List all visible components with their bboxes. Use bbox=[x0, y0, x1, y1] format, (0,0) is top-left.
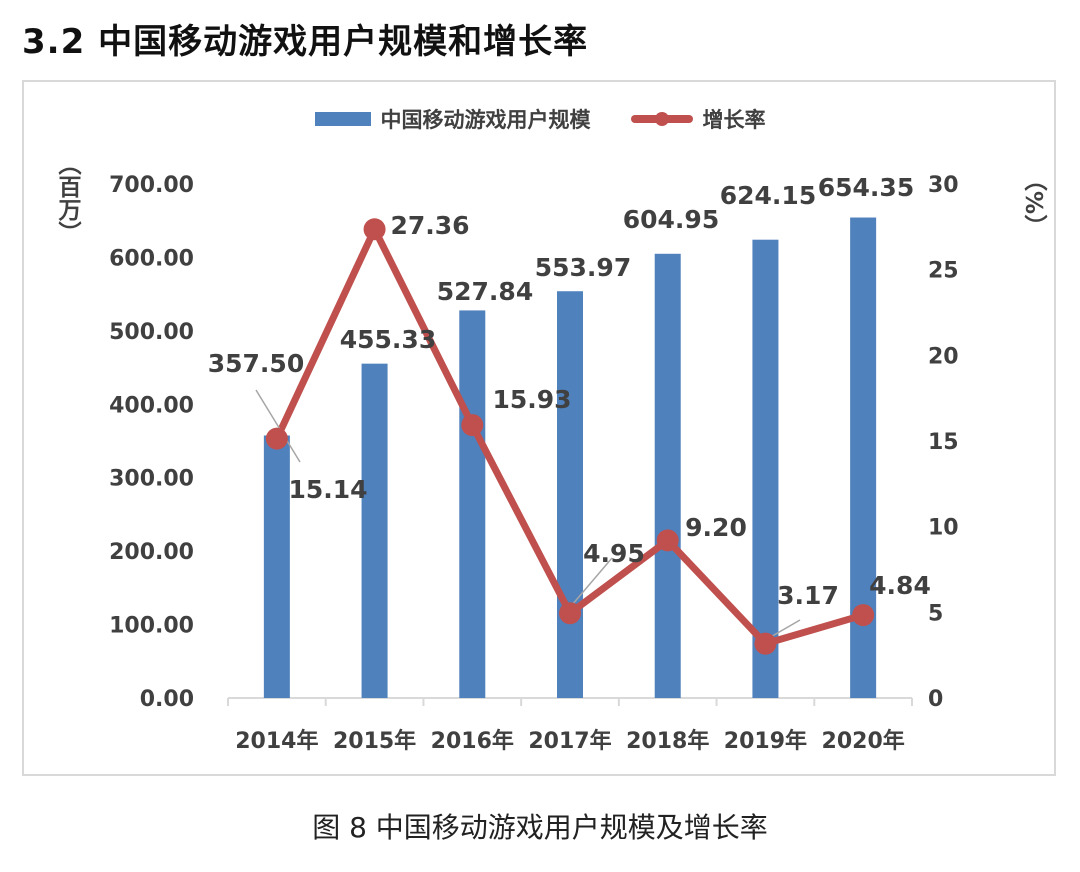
bar-value-label: 553.97 bbox=[535, 253, 631, 282]
y-right-tick-label: 0 bbox=[928, 687, 943, 712]
bar bbox=[557, 291, 583, 698]
bar-value-label: 455.33 bbox=[340, 325, 436, 354]
y-left-tick-label: 500.00 bbox=[109, 320, 194, 345]
bar bbox=[361, 363, 388, 698]
y-left-tick-label: 0.00 bbox=[140, 687, 194, 712]
bar-value-label: 357.50 bbox=[208, 349, 304, 378]
growth-value-label: 15.93 bbox=[492, 385, 571, 414]
bar-value-label: 624.15 bbox=[720, 181, 816, 210]
y-left-tick-label: 600.00 bbox=[109, 246, 194, 271]
y-right-tick-label: 30 bbox=[928, 173, 959, 198]
legend-line-label: 增长率 bbox=[702, 108, 766, 132]
growth-value-label: 9.20 bbox=[685, 513, 747, 542]
y-right-unit-label: （%） bbox=[1020, 168, 1046, 238]
x-tick-label: 2019年 bbox=[724, 728, 807, 754]
bar bbox=[459, 310, 486, 698]
x-tick-label: 2016年 bbox=[431, 728, 514, 754]
y-left-unit-label: （百万） bbox=[54, 152, 80, 244]
x-tick-label: 2017年 bbox=[528, 728, 611, 754]
growth-marker bbox=[363, 218, 386, 241]
y-left-tick-label: 700.00 bbox=[109, 173, 194, 198]
growth-marker bbox=[852, 604, 875, 627]
bar-value-label: 527.84 bbox=[437, 277, 533, 306]
section-heading: 3.2 中国移动游戏用户规模和增长率 bbox=[22, 22, 589, 62]
bar bbox=[654, 253, 681, 698]
y-right-tick-label: 20 bbox=[928, 344, 959, 369]
x-tick-label: 2014年 bbox=[235, 728, 318, 754]
x-tick-label: 2020年 bbox=[822, 728, 905, 754]
legend-bar-label: 中国移动游戏用户规模 bbox=[380, 108, 591, 132]
x-tick-label: 2015年 bbox=[333, 728, 416, 754]
growth-marker bbox=[559, 602, 581, 625]
growth-value-label: 4.95 bbox=[583, 539, 645, 568]
y-left-tick-label: 200.00 bbox=[109, 540, 194, 565]
y-right-tick-label: 25 bbox=[928, 259, 959, 284]
y-right-tick-label: 10 bbox=[928, 516, 959, 541]
growth-value-label: 15.14 bbox=[288, 475, 367, 504]
growth-value-label: 4.84 bbox=[869, 571, 931, 600]
bar-value-label: 604.95 bbox=[623, 205, 719, 234]
growth-marker bbox=[754, 632, 777, 655]
bar bbox=[263, 435, 290, 698]
growth-marker bbox=[656, 529, 679, 552]
legend-item-line: 增长率 bbox=[630, 104, 766, 134]
legend-item-bar: 中国移动游戏用户规模 bbox=[314, 104, 591, 134]
growth-value-label: 3.17 bbox=[777, 581, 839, 610]
figure-caption: 图 8 中国移动游戏用户规模及增长率 bbox=[312, 811, 768, 844]
chart-frame bbox=[22, 80, 1056, 776]
y-left-tick-label: 300.00 bbox=[109, 467, 194, 492]
growth-value-label: 27.36 bbox=[390, 211, 469, 240]
y-right-tick-label: 5 bbox=[928, 601, 943, 626]
bar-value-label: 654.35 bbox=[818, 173, 914, 202]
legend-line-swatch bbox=[630, 112, 693, 126]
y-left-tick-label: 400.00 bbox=[109, 393, 194, 418]
x-tick-label: 2018年 bbox=[626, 728, 709, 754]
growth-marker bbox=[265, 427, 288, 450]
y-left-tick-label: 100.00 bbox=[109, 614, 194, 639]
growth-marker bbox=[461, 414, 484, 437]
y-right-tick-label: 15 bbox=[928, 430, 959, 455]
bar bbox=[752, 239, 779, 699]
legend-bar-swatch bbox=[314, 112, 371, 126]
label-leader-line bbox=[255, 389, 301, 463]
chart-legend: 中国移动游戏用户规模 增长率 bbox=[0, 104, 1080, 134]
